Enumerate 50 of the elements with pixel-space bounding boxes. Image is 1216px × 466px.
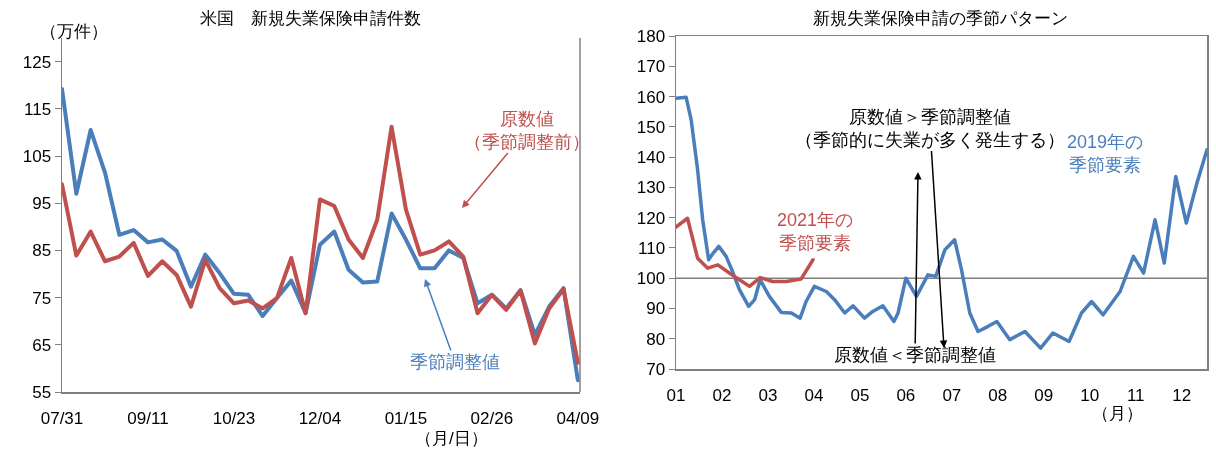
series-label: 2019年の季節要素 [1067, 132, 1144, 176]
annotation: 原数値＞季節調整値（季節的に失業が多く発生する） [795, 107, 1065, 151]
x-tick-label: 04/09 [556, 408, 600, 428]
y-tick-label: 65 [32, 335, 52, 355]
x-tick-label: 02/26 [470, 408, 514, 428]
y-tick-label: 120 [636, 208, 666, 228]
x-axis-title: （月/日） [415, 429, 488, 448]
y-tick-label: 95 [32, 194, 52, 214]
y-tick-label: 90 [646, 299, 666, 319]
x-tick-label: 09/11 [127, 408, 169, 428]
x-tick-label: 07/31 [40, 408, 84, 428]
x-tick-label: 01/15 [384, 408, 428, 428]
y-tick-label: 105 [22, 146, 52, 166]
x-tick-label: 07 [942, 385, 962, 405]
y-tick-label: 75 [32, 288, 52, 308]
y-tick-label: 100 [636, 269, 666, 289]
x-tick-label: 08 [988, 385, 1008, 405]
x-tick-label: 04 [804, 385, 824, 405]
y-tick-label: 160 [636, 87, 666, 107]
chart-title: 米国 新規失業保険申請件数 [199, 8, 421, 28]
x-tick-label: 10 [1080, 385, 1100, 405]
annotation: 原数値＜季節調整値 [834, 345, 996, 365]
y-tick-label: 70 [646, 359, 666, 379]
x-tick-label: 02 [712, 385, 732, 405]
y-tick-label: 80 [646, 329, 666, 349]
x-tick-label: 03 [758, 385, 778, 405]
x-tick-label: 01 [666, 385, 686, 405]
y-tick-label: 130 [636, 178, 666, 198]
y-axis-title: （万件） [40, 22, 108, 41]
y-tick-label: 170 [636, 57, 666, 77]
text: 季節調整値 [410, 352, 500, 372]
x-axis-title: （月） [1092, 404, 1143, 423]
y-tick-label: 110 [637, 238, 666, 258]
x-tick-label: 12 [1172, 385, 1192, 405]
y-tick-label: 125 [22, 52, 52, 72]
x-tick-label: 10/23 [212, 408, 256, 428]
series-label: 2021年の季節要素 [777, 210, 854, 254]
x-tick-label: 06 [896, 385, 916, 405]
y-tick-label: 55 [32, 382, 52, 402]
y-tick-label: 180 [636, 26, 666, 46]
y-tick-label: 85 [32, 241, 52, 261]
y-tick-label: 115 [23, 99, 52, 119]
x-tick-label: 09 [1034, 385, 1054, 405]
x-tick-label: 05 [850, 385, 870, 405]
x-tick-label: 11 [1126, 385, 1145, 405]
x-tick-label: 12/04 [298, 408, 342, 428]
text: 原数値（季節調整前） [464, 109, 590, 153]
y-tick-label: 150 [636, 117, 666, 137]
y-tick-label: 140 [636, 148, 666, 168]
chart-title: 新規失業保険申請の季節パターン [812, 8, 1068, 28]
